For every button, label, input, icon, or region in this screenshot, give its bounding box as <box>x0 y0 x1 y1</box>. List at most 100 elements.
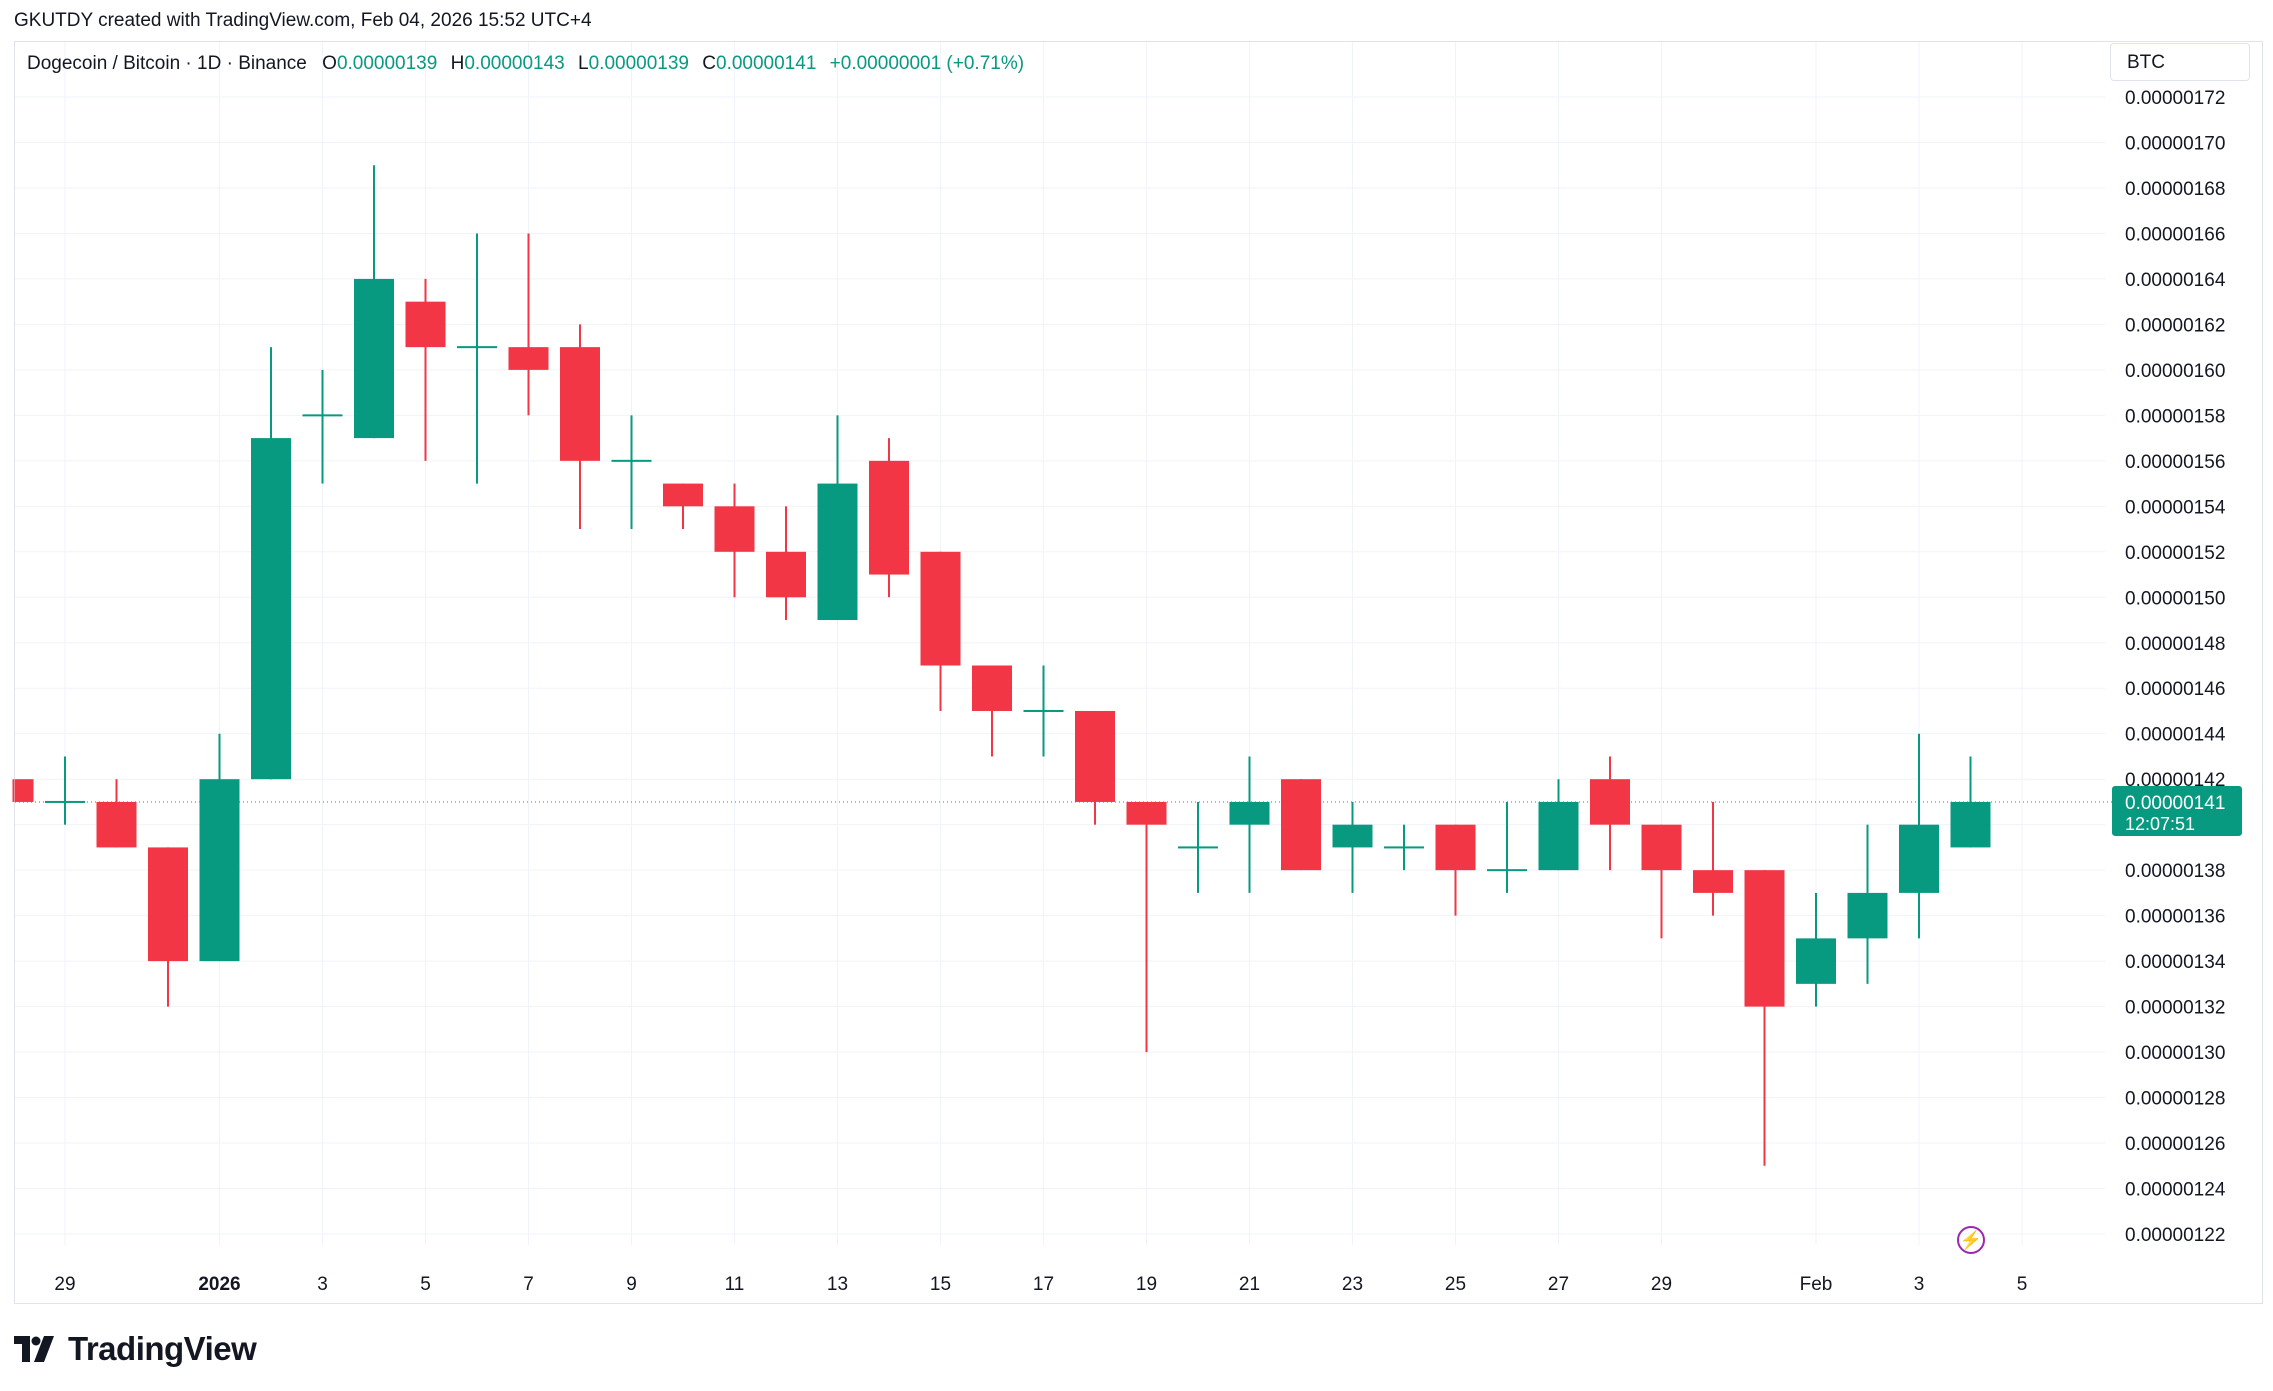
candle[interactable] <box>1075 710 1115 825</box>
time-tick-label: 23 <box>1342 1274 1363 1295</box>
candle-body <box>1178 846 1218 849</box>
candle[interactable] <box>1178 801 1218 893</box>
candle[interactable] <box>354 165 394 439</box>
time-tick-label: 5 <box>2017 1274 2028 1295</box>
change-value: +0.00000001 (+0.71%) <box>829 53 1025 74</box>
candle-body <box>1384 846 1424 849</box>
candle[interactable] <box>817 415 858 621</box>
candle[interactable] <box>508 233 549 416</box>
candle[interactable] <box>1281 779 1321 871</box>
candle-body <box>1538 801 1579 871</box>
candle[interactable] <box>1126 801 1167 1053</box>
currency-selector[interactable]: BTC <box>2110 43 2250 81</box>
price-tick-label: 0.00000126 <box>2125 1134 2225 1155</box>
candle-body <box>508 347 549 370</box>
candle-body <box>251 438 291 780</box>
candle[interactable] <box>457 233 497 484</box>
candle-body <box>1744 870 1785 1007</box>
candles <box>12 165 1991 1166</box>
candle-body <box>920 551 961 666</box>
candle[interactable] <box>302 369 343 484</box>
candle-body <box>611 459 652 462</box>
candle[interactable] <box>714 483 755 598</box>
candle[interactable] <box>869 438 909 598</box>
candle-body <box>1487 869 1527 872</box>
candle-body <box>45 800 85 803</box>
time-tick-label: 25 <box>1445 1274 1466 1295</box>
candle[interactable] <box>1384 824 1424 871</box>
candle[interactable] <box>1899 733 1939 939</box>
price-tick-label: 0.00000148 <box>2125 634 2225 655</box>
candle[interactable] <box>1023 665 1064 757</box>
candle[interactable] <box>45 756 85 825</box>
candle[interactable] <box>1693 801 1733 916</box>
candle[interactable] <box>920 551 961 711</box>
candle[interactable] <box>1332 801 1373 893</box>
candle[interactable] <box>663 483 703 530</box>
candle[interactable] <box>405 278 446 461</box>
candle[interactable] <box>1641 824 1682 939</box>
candle-body <box>663 483 703 507</box>
candle-body <box>148 847 188 962</box>
candle[interactable] <box>1487 801 1527 893</box>
candle[interactable] <box>1590 756 1630 871</box>
candle-body <box>1899 824 1939 893</box>
candle-body <box>1332 824 1373 848</box>
candle[interactable] <box>1847 824 1888 984</box>
tradingview-logo: TradingView <box>14 1330 257 1368</box>
price-tick-label: 0.00000138 <box>2125 861 2225 882</box>
time-tick-label: 19 <box>1136 1274 1157 1295</box>
candle-body <box>972 665 1012 711</box>
time-tick-label: 3 <box>1914 1274 1925 1295</box>
price-tick-label: 0.00000122 <box>2125 1225 2225 1246</box>
candle[interactable] <box>199 733 240 962</box>
candle-body <box>869 460 909 575</box>
time-tick-label: 21 <box>1239 1274 1260 1295</box>
price-tick-label: 0.00000146 <box>2125 679 2225 700</box>
time-tick-label: 3 <box>317 1274 328 1295</box>
candle-body <box>1229 801 1270 825</box>
price-axis[interactable]: 0.00000122 0.00000124 0.00000126 0.00000128… <box>2125 88 2226 1246</box>
candle[interactable] <box>560 324 600 530</box>
candle-body <box>1075 710 1115 802</box>
candle[interactable] <box>1950 756 1991 848</box>
candle[interactable] <box>972 665 1012 757</box>
time-tick-label: 9 <box>626 1274 637 1295</box>
close-key: C <box>702 53 716 74</box>
time-tick-label: 11 <box>725 1274 745 1295</box>
candle[interactable] <box>1229 756 1270 893</box>
candle[interactable] <box>1538 779 1579 871</box>
candle-body <box>560 347 600 461</box>
candle[interactable] <box>766 506 806 621</box>
price-tick-label: 0.00000166 <box>2125 224 2225 245</box>
price-tick-label: 0.00000132 <box>2125 998 2225 1019</box>
time-tick-label: Feb <box>1800 1274 1833 1295</box>
candle-body <box>817 483 858 621</box>
low-key: L <box>578 53 589 74</box>
price-tick-label: 0.00000170 <box>2125 133 2225 154</box>
candle[interactable] <box>1435 824 1476 916</box>
price-tick-label: 0.00000134 <box>2125 952 2226 973</box>
candle[interactable] <box>148 847 188 1007</box>
candle[interactable] <box>12 779 34 802</box>
time-axis[interactable]: 29 2026 3 5 7 9 11 13 15 17 19 21 23 25 27 29 Feb 3 5 <box>54 1274 2027 1295</box>
time-tick-label: 17 <box>1033 1274 1054 1295</box>
candle[interactable] <box>1744 870 1785 1166</box>
symbol-title[interactable]: Dogecoin / Bitcoin · 1D · Binance <box>27 53 307 74</box>
candle[interactable] <box>251 347 291 780</box>
open-value: 0.00000139 <box>336 53 438 74</box>
candle[interactable] <box>1796 892 1836 1007</box>
candle[interactable] <box>96 779 137 848</box>
time-tick-label: 7 <box>523 1274 534 1295</box>
price-tick-label: 0.00000136 <box>2125 907 2225 928</box>
candle-body <box>1641 824 1682 871</box>
price-tick-label: 0.00000150 <box>2125 588 2225 609</box>
price-tick-label: 0.00000130 <box>2125 1043 2225 1064</box>
candle[interactable] <box>611 415 652 530</box>
candle-body <box>457 346 497 349</box>
time-tick-label: 5 <box>420 1274 431 1295</box>
candle-body <box>15 779 34 802</box>
lightning-icon[interactable]: ⚡ <box>1957 1226 1985 1254</box>
candle-body <box>96 801 137 848</box>
